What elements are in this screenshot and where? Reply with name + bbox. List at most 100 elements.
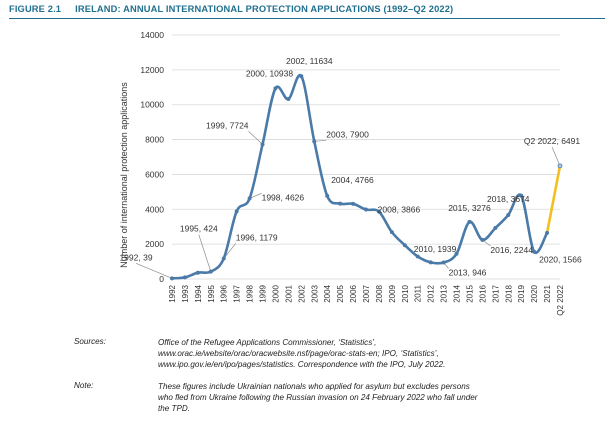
- data-point: [234, 209, 239, 214]
- y-tick-label: 0: [159, 274, 164, 284]
- x-tick-label: 2005: [336, 284, 345, 302]
- x-axis-ticks: 1992 1993 1994 1995 1996 1997 1998 1999 2000 2001…: [168, 284, 565, 315]
- note-line-3: the TPD.: [158, 404, 190, 413]
- x-tick-label: 2021: [543, 284, 552, 302]
- leader-line: [314, 139, 327, 142]
- x-tick-label: 2016: [478, 284, 487, 302]
- data-point: [364, 207, 368, 212]
- leader-line: [198, 234, 212, 272]
- data-label: 2010, 1939: [414, 244, 457, 254]
- data-point: [545, 230, 550, 235]
- data-point: [170, 276, 174, 281]
- y-axis-label: Number of international protection appli…: [119, 82, 129, 268]
- x-tick-label: 2000: [271, 284, 280, 302]
- x-tick-label: 2018: [504, 284, 513, 302]
- data-point: [299, 74, 304, 79]
- data-point: [286, 97, 291, 102]
- data-point: [338, 201, 343, 206]
- gridlines: [172, 34, 560, 280]
- data-point: [273, 86, 278, 91]
- sources-label: Sources:: [74, 337, 106, 346]
- x-tick-label: 1996: [220, 284, 229, 302]
- data-label: 1998, 4626: [262, 192, 305, 202]
- note-label: Note:: [74, 381, 94, 390]
- leader-line: [249, 193, 262, 199]
- data-point: [467, 219, 472, 224]
- y-axis-ticks: 0 2000 4000 6000 8000 10000 12000 14000: [140, 30, 164, 284]
- y-tick-label: 4000: [145, 204, 164, 214]
- data-label: 2015, 3276: [448, 203, 491, 213]
- data-label: 2004, 4766: [331, 175, 374, 185]
- data-point: [428, 260, 433, 265]
- data-label: 2008, 3866: [378, 205, 421, 215]
- x-tick-label: 2013: [440, 284, 449, 302]
- figure-heading: FIGURE 2.1 IRELAND: ANNUAL INTERNATIONAL …: [9, 4, 453, 14]
- data-point: [312, 139, 317, 144]
- sources-line-2: www.orac.ie/website/orac/oracwebsite.nsf…: [158, 349, 439, 358]
- data-label: 1996, 1179: [236, 232, 278, 242]
- x-tick-label: 2011: [414, 284, 423, 302]
- x-tick-label: 2019: [517, 284, 526, 302]
- leader-line: [551, 146, 561, 167]
- x-tick-label: 1999: [259, 284, 268, 302]
- heading-rule: [9, 18, 605, 19]
- y-tick-label: 2000: [145, 239, 164, 249]
- data-point: [506, 212, 511, 217]
- x-tick-label: 2002: [297, 284, 306, 302]
- x-tick-label: Q2 2022: [556, 284, 565, 315]
- data-point: [195, 270, 200, 275]
- leader-line: [135, 262, 173, 279]
- x-tick-label: 2003: [310, 284, 319, 302]
- x-tick-label: 1994: [194, 284, 203, 302]
- y-tick-label: 12000: [140, 65, 164, 75]
- data-labels: 1992, 39 1995, 424 1996, 1179 1998, 4626 199…: [119, 56, 581, 277]
- x-tick-label: 2014: [453, 284, 462, 302]
- x-tick-label: 2017: [491, 284, 500, 302]
- leader-line: [248, 131, 263, 145]
- data-point: [208, 269, 213, 274]
- data-point: [351, 201, 356, 206]
- data-point: [519, 193, 524, 198]
- data-label: 2013, 946: [449, 268, 487, 278]
- data-point: [480, 237, 485, 242]
- data-point: [415, 254, 420, 259]
- data-label: Q2 2022, 6491: [524, 136, 581, 146]
- data-label: 2002, 11634: [286, 56, 333, 66]
- data-label: 2018, 3674: [487, 194, 530, 204]
- data-point: [532, 249, 537, 254]
- note-line-1: These figures include Ukrainian national…: [158, 382, 470, 391]
- y-tick-label: 6000: [145, 169, 164, 179]
- series-line-q2-2022: [545, 165, 562, 234]
- x-tick-label: 2007: [362, 284, 371, 302]
- series: [170, 73, 563, 281]
- data-label: 1999, 7724: [206, 120, 249, 130]
- x-tick-label: 1998: [246, 284, 255, 302]
- data-point: [221, 256, 226, 261]
- x-tick-label: 1997: [233, 284, 242, 302]
- data-point: [182, 275, 187, 280]
- x-tick-label: 2010: [401, 284, 410, 302]
- sources-line-1: Office of the Refugee Applications Commi…: [158, 338, 377, 347]
- note-line-2: who fled from Ukraine following the Russ…: [158, 393, 478, 402]
- data-point: [493, 226, 498, 231]
- data-point: [557, 163, 563, 169]
- data-point: [247, 196, 252, 201]
- x-tick-label: 2020: [530, 284, 539, 302]
- y-tick-label: 14000: [140, 30, 164, 40]
- y-tick-label: 8000: [145, 135, 164, 145]
- figure-number: FIGURE 2.1: [9, 4, 62, 14]
- data-point: [389, 230, 394, 235]
- x-tick-label: 1992: [168, 284, 177, 302]
- x-tick-label: 1993: [181, 284, 190, 302]
- x-tick-label: 2001: [284, 284, 293, 302]
- x-tick-label: 2015: [465, 284, 474, 302]
- data-point: [325, 193, 330, 198]
- data-point: [260, 142, 265, 147]
- x-tick-label: 2009: [388, 284, 397, 302]
- data-point: [402, 243, 407, 248]
- data-point: [376, 209, 381, 214]
- x-tick-label: 2008: [375, 284, 384, 302]
- x-tick-label: 2004: [323, 284, 332, 302]
- y-tick-label: 10000: [140, 100, 164, 110]
- data-label: 1995, 424: [180, 224, 218, 234]
